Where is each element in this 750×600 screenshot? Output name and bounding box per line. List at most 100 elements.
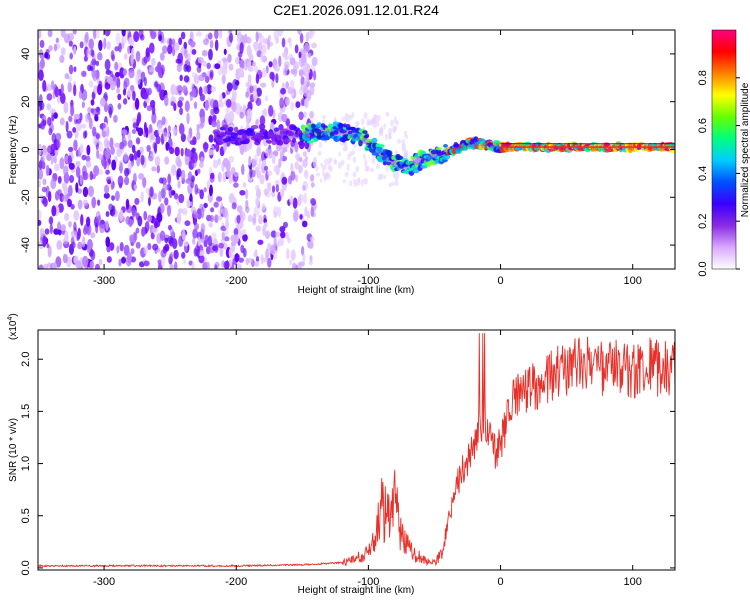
snr-x-tick-label: 100 xyxy=(624,576,642,588)
noise-cell xyxy=(135,137,141,145)
noise-cell xyxy=(110,182,114,191)
noise-cell xyxy=(346,163,350,172)
noise-cell xyxy=(170,85,175,96)
noise-cell xyxy=(235,57,240,65)
noise-cell xyxy=(267,257,272,268)
noise-cell xyxy=(300,98,305,107)
noise-cell xyxy=(209,214,215,223)
ridge-cell xyxy=(426,161,432,167)
noise-cell xyxy=(291,262,297,269)
noise-cell xyxy=(396,138,402,144)
noise-cell xyxy=(56,140,61,149)
noise-cell xyxy=(201,49,208,57)
snr-y-tick-label: 2.0 xyxy=(20,352,32,367)
noise-cell xyxy=(206,180,211,190)
noise-cell xyxy=(70,203,75,210)
ridge-cell xyxy=(463,146,469,150)
noise-cell xyxy=(310,182,315,188)
noise-cell xyxy=(47,245,52,258)
noise-cell xyxy=(275,241,280,248)
noise-cell xyxy=(322,119,326,125)
noise-cell xyxy=(183,75,190,83)
noise-cell xyxy=(42,235,47,248)
noise-cell xyxy=(254,261,260,267)
noise-cell xyxy=(118,42,122,53)
noise-cell xyxy=(149,42,155,54)
noise-cell xyxy=(63,33,70,44)
ridge-cell xyxy=(219,131,227,137)
noise-cell xyxy=(39,227,45,238)
noise-cell xyxy=(97,83,103,96)
noise-cell xyxy=(387,133,392,140)
noise-cell xyxy=(43,263,49,269)
noise-cell xyxy=(178,235,184,248)
noise-cell xyxy=(273,165,277,172)
noise-cell xyxy=(175,156,182,167)
noise-cell xyxy=(115,32,121,45)
noise-cell xyxy=(47,30,53,38)
noise-cell xyxy=(268,61,273,68)
noise-cell xyxy=(327,173,331,180)
noise-cell xyxy=(137,215,143,227)
noise-cell xyxy=(255,31,259,43)
noise-cell xyxy=(168,253,172,263)
noise-cell xyxy=(157,259,162,265)
ridge-cell xyxy=(443,144,448,148)
noise-cell xyxy=(218,242,224,249)
noise-cell xyxy=(151,58,156,67)
noise-cell xyxy=(225,107,230,116)
noise-cell xyxy=(249,85,254,94)
noise-cell xyxy=(218,30,223,40)
noise-cell xyxy=(143,245,149,255)
noise-cell xyxy=(227,53,232,63)
noise-cell xyxy=(137,127,144,137)
noise-cell xyxy=(150,30,157,40)
noise-cell xyxy=(242,182,247,188)
noise-cell xyxy=(265,230,270,240)
noise-cell xyxy=(68,162,75,170)
spectrogram-y-tick-label: -20 xyxy=(20,189,32,205)
noise-cell xyxy=(88,117,93,130)
snr-y-tick-label: 1.0 xyxy=(20,456,32,471)
noise-cell xyxy=(195,31,202,37)
snr-y-tick-label: 0.5 xyxy=(20,508,32,523)
noise-cell xyxy=(214,30,219,40)
snr-x-tick-label: -200 xyxy=(225,576,247,588)
noise-cell xyxy=(84,31,89,43)
noise-cell xyxy=(38,30,42,39)
noise-cell xyxy=(309,85,315,96)
noise-cell xyxy=(61,194,68,203)
noise-cell xyxy=(127,131,132,141)
noise-cell xyxy=(361,118,365,126)
noise-cell xyxy=(254,184,260,192)
noise-cell xyxy=(104,81,111,90)
noise-cell xyxy=(290,170,296,181)
noise-cell xyxy=(372,121,377,128)
noise-cell xyxy=(282,221,288,229)
noise-cell xyxy=(246,116,250,127)
noise-cell xyxy=(255,197,260,207)
noise-cell xyxy=(112,205,116,216)
noise-cell xyxy=(77,227,81,240)
spectrogram-y-label: Frequency (Hz) xyxy=(8,116,19,185)
noise-cell xyxy=(167,44,173,55)
noise-cell xyxy=(176,170,180,181)
noise-cell xyxy=(216,215,223,221)
noise-cell xyxy=(106,162,110,169)
noise-cell xyxy=(171,126,178,133)
noise-cell xyxy=(121,129,128,136)
noise-cell xyxy=(294,140,299,153)
noise-cell xyxy=(173,103,177,112)
noise-cell xyxy=(247,258,254,264)
noise-cell xyxy=(289,259,293,266)
noise-cell xyxy=(237,228,242,236)
noise-cell xyxy=(73,113,80,120)
snr-y-tick-label: 1.5 xyxy=(20,404,32,419)
noise-cell xyxy=(290,249,296,261)
noise-cell xyxy=(290,162,294,174)
noise-cell xyxy=(292,64,299,70)
noise-cell xyxy=(135,73,141,86)
noise-cell xyxy=(385,164,389,173)
noise-cell xyxy=(225,219,229,230)
noise-cell xyxy=(377,114,381,122)
